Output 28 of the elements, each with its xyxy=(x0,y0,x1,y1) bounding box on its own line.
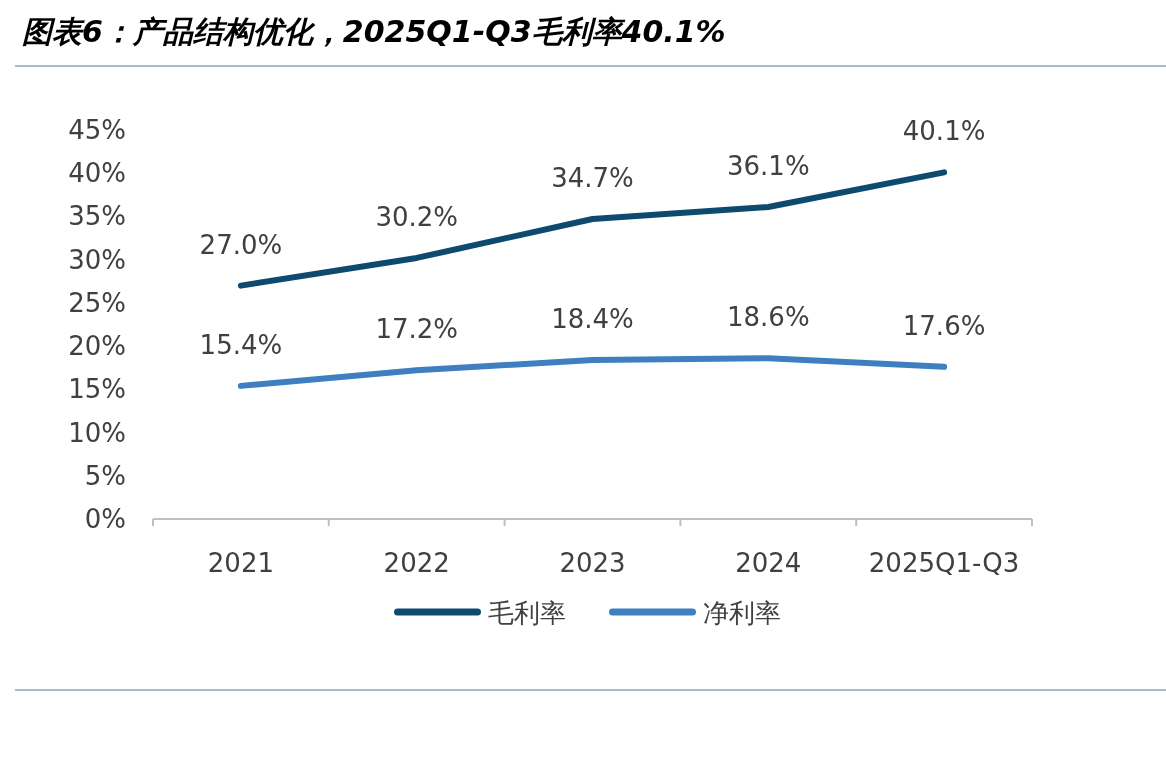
y-tick-label: 25% xyxy=(68,287,126,318)
legend-label: 净利率 xyxy=(702,598,781,628)
data-label: 15.4% xyxy=(199,329,283,360)
y-tick-label: 40% xyxy=(68,158,126,189)
x-tick-label: 2023 xyxy=(559,548,626,578)
y-tick-label: 0% xyxy=(84,504,126,534)
y-tick-label: 30% xyxy=(68,244,126,275)
data-label: 40.1% xyxy=(902,116,986,147)
data-label: 17.6% xyxy=(902,310,986,341)
data-label: 18.4% xyxy=(551,303,634,334)
data-label: 36.1% xyxy=(727,150,810,181)
x-tick-label: 2022 xyxy=(383,548,450,578)
data-label: 17.2% xyxy=(375,314,458,345)
y-tick-label: 45% xyxy=(68,115,126,145)
data-label: 27.0% xyxy=(199,229,283,260)
y-tick-label: 20% xyxy=(68,331,126,362)
x-tick-label: 2024 xyxy=(735,548,802,578)
y-tick-label: 10% xyxy=(68,417,126,448)
x-tick-label: 2021 xyxy=(207,548,274,578)
y-tick-label: 5% xyxy=(84,460,126,491)
data-label: 30.2% xyxy=(375,201,458,232)
chart-title: 图表6：产品结构优化，2025Q1-Q3毛利率40.1% xyxy=(22,14,726,49)
y-tick-label: 15% xyxy=(68,374,126,405)
y-tick-label: 35% xyxy=(68,201,126,232)
legend-label: 毛利率 xyxy=(487,598,566,628)
data-label: 18.6% xyxy=(727,302,810,333)
x-tick-label: 2025Q1-Q3 xyxy=(868,548,1020,578)
data-label: 34.7% xyxy=(551,163,634,194)
